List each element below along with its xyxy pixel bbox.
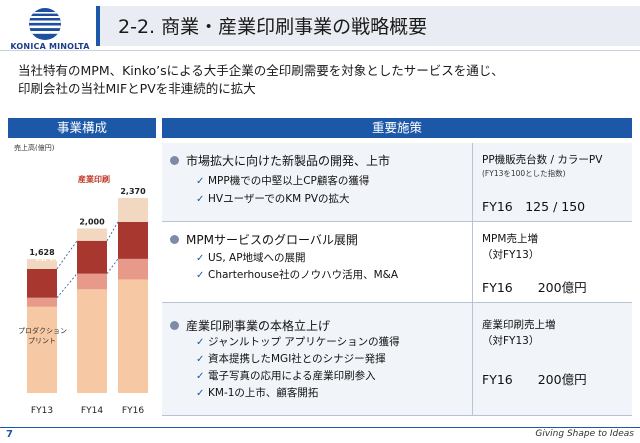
connector-line (106, 258, 119, 274)
measure-panel-1 (162, 143, 632, 221)
bar-segment-fy16-1 (118, 258, 148, 280)
measure-2-sub-2: ✓ Charterhouse社のノウハウ活用、M&A (196, 267, 398, 284)
checkmark-icon: ✓ (196, 337, 205, 348)
mpp-annotation: (MPP) (34, 278, 54, 286)
checkmark-icon: ✓ (196, 176, 205, 187)
connector-line (56, 240, 78, 270)
panel-divider-1 (162, 221, 632, 222)
business-structure-heading: 事業構成 (8, 118, 156, 138)
logo-text: KONICA MINOLTA (10, 42, 90, 51)
total-label-fy14: 2,000 (79, 217, 105, 226)
chart-total-labels: 1,628 2,000 2,370 (29, 187, 146, 257)
connector-line (106, 221, 119, 241)
panel-divider-2 (162, 302, 632, 303)
measure-3-sub-4: ✓ KM-1の上市、顧客開拓 (196, 385, 318, 402)
chart-bars (27, 198, 148, 393)
page-number: 7 (6, 429, 13, 440)
header-divider (0, 50, 640, 51)
bullet-icon (170, 321, 179, 330)
checkmark-icon: ✓ (196, 253, 205, 264)
total-label-fy16: 2,370 (120, 187, 146, 196)
measure-3-sub-2: ✓ 資本提携したMGI社とのシナジー発揮 (196, 351, 386, 368)
footer-divider (0, 427, 640, 428)
konica-minolta-globe-icon (29, 8, 61, 40)
measure-2-title: MPMサービスのグローバル展開 (170, 231, 358, 248)
key-measures-heading: 重要施策 (162, 118, 632, 138)
revenue-stacked-bar-chart: 売上高(億円) 1,628 2,000 2,370 FY13 FY14 FY16 産業印… (14, 143, 148, 416)
measure-3-kpi-value: FY16 200億円 (482, 372, 587, 387)
measure-2-kpi-note: （対FY13） (482, 249, 540, 261)
category-label-fy16: FY16 (122, 406, 144, 416)
measure-1-sub-2: ✓ HVユーザーでのKM PVの拡大 (196, 191, 350, 208)
page-title: 2-2. 商業・産業印刷事業の戦略概要 (118, 16, 428, 38)
y-axis-label: 売上高(億円) (14, 143, 55, 152)
category-label-fy13: FY13 (31, 406, 53, 416)
measure-1-title: 市場拡大に向けた新製品の開発、上市 (170, 152, 390, 169)
measure-1-kpi-label: PP機販売台数 / カラーPV (482, 154, 603, 166)
measure-1-sub-1: ✓ MPP機での中堅以上CP顧客の獲得 (196, 173, 369, 190)
bullet-icon (170, 156, 179, 165)
bar-segment-fy16-2 (118, 221, 148, 259)
measure-3-kpi-label: 産業印刷売上増 (482, 319, 556, 331)
bar-segment-fy13-0 (27, 306, 57, 393)
measure-3-title: 産業印刷事業の本格立上げ (170, 317, 330, 334)
measure-3-sub-1: ✓ ジャンルトップ アプリケーションの獲得 (196, 334, 400, 351)
category-label-fy14: FY14 (81, 406, 103, 416)
chart-connector-lines (56, 221, 119, 298)
bar-segment-fy14-0 (77, 289, 107, 393)
checkmark-icon: ✓ (196, 194, 205, 205)
bar-segment-fy14-1 (77, 273, 107, 290)
kpi-column-divider (472, 143, 473, 415)
tagline: Giving Shape to Ideas (535, 429, 634, 439)
title-accent (96, 6, 100, 46)
measure-panel-3 (162, 303, 632, 415)
measure-1-kpi-value: FY16 125 / 150 (482, 199, 586, 214)
total-label-fy13: 1,628 (29, 248, 55, 257)
bar-segment-fy14-2 (77, 240, 107, 274)
measure-3-sub-3: ✓ 電子写真の応用による産業印刷参入 (196, 368, 376, 385)
panel-divider-3 (162, 415, 632, 416)
bar-segment-fy13-3 (27, 259, 57, 269)
measure-panel-2 (162, 222, 632, 302)
bar-segment-fy16-3 (118, 198, 148, 222)
lead-text: 当社特有のMPM、Kinko’sによる大手企業の全印刷需要を対象としたサービスを… (18, 62, 504, 98)
checkmark-icon: ✓ (196, 270, 205, 281)
chart-category-labels: FY13 FY14 FY16 (31, 406, 144, 416)
measure-1-kpi-note: (FY13を100とした指数) (482, 169, 566, 178)
measure-2-sub-1: ✓ US, AP地域への展開 (196, 250, 306, 267)
bar-segment-fy14-3 (77, 228, 107, 241)
lead-line-2: 印刷会社の当社MIFとPVを非連続的に拡大 (18, 81, 256, 96)
production-print-annotation-2: プリント (28, 337, 56, 345)
production-print-annotation-1: プロダクション (18, 326, 67, 335)
bullet-icon (170, 235, 179, 244)
lead-line-1: 当社特有のMPM、Kinko’sによる大手企業の全印刷需要を対象としたサービスを… (18, 63, 504, 78)
checkmark-icon: ✓ (196, 371, 205, 382)
bar-segment-fy13-1 (27, 297, 57, 307)
bar-segment-fy13-2 (27, 268, 57, 298)
measure-3-kpi-note: （対FY13） (482, 335, 540, 347)
measure-2-kpi-label: MPM売上増 (482, 233, 538, 245)
bar-segment-fy16-0 (118, 279, 148, 393)
measure-2-kpi-value: FY16 200億円 (482, 280, 587, 295)
connector-line (56, 273, 78, 298)
checkmark-icon: ✓ (196, 388, 205, 399)
checkmark-icon: ✓ (196, 354, 205, 365)
title-bar (96, 6, 640, 46)
industrial-print-annotation: 産業印刷 (78, 174, 110, 184)
mpm-annotation: MPM (36, 254, 58, 263)
logo: KONICA MINOLTA (0, 0, 96, 56)
